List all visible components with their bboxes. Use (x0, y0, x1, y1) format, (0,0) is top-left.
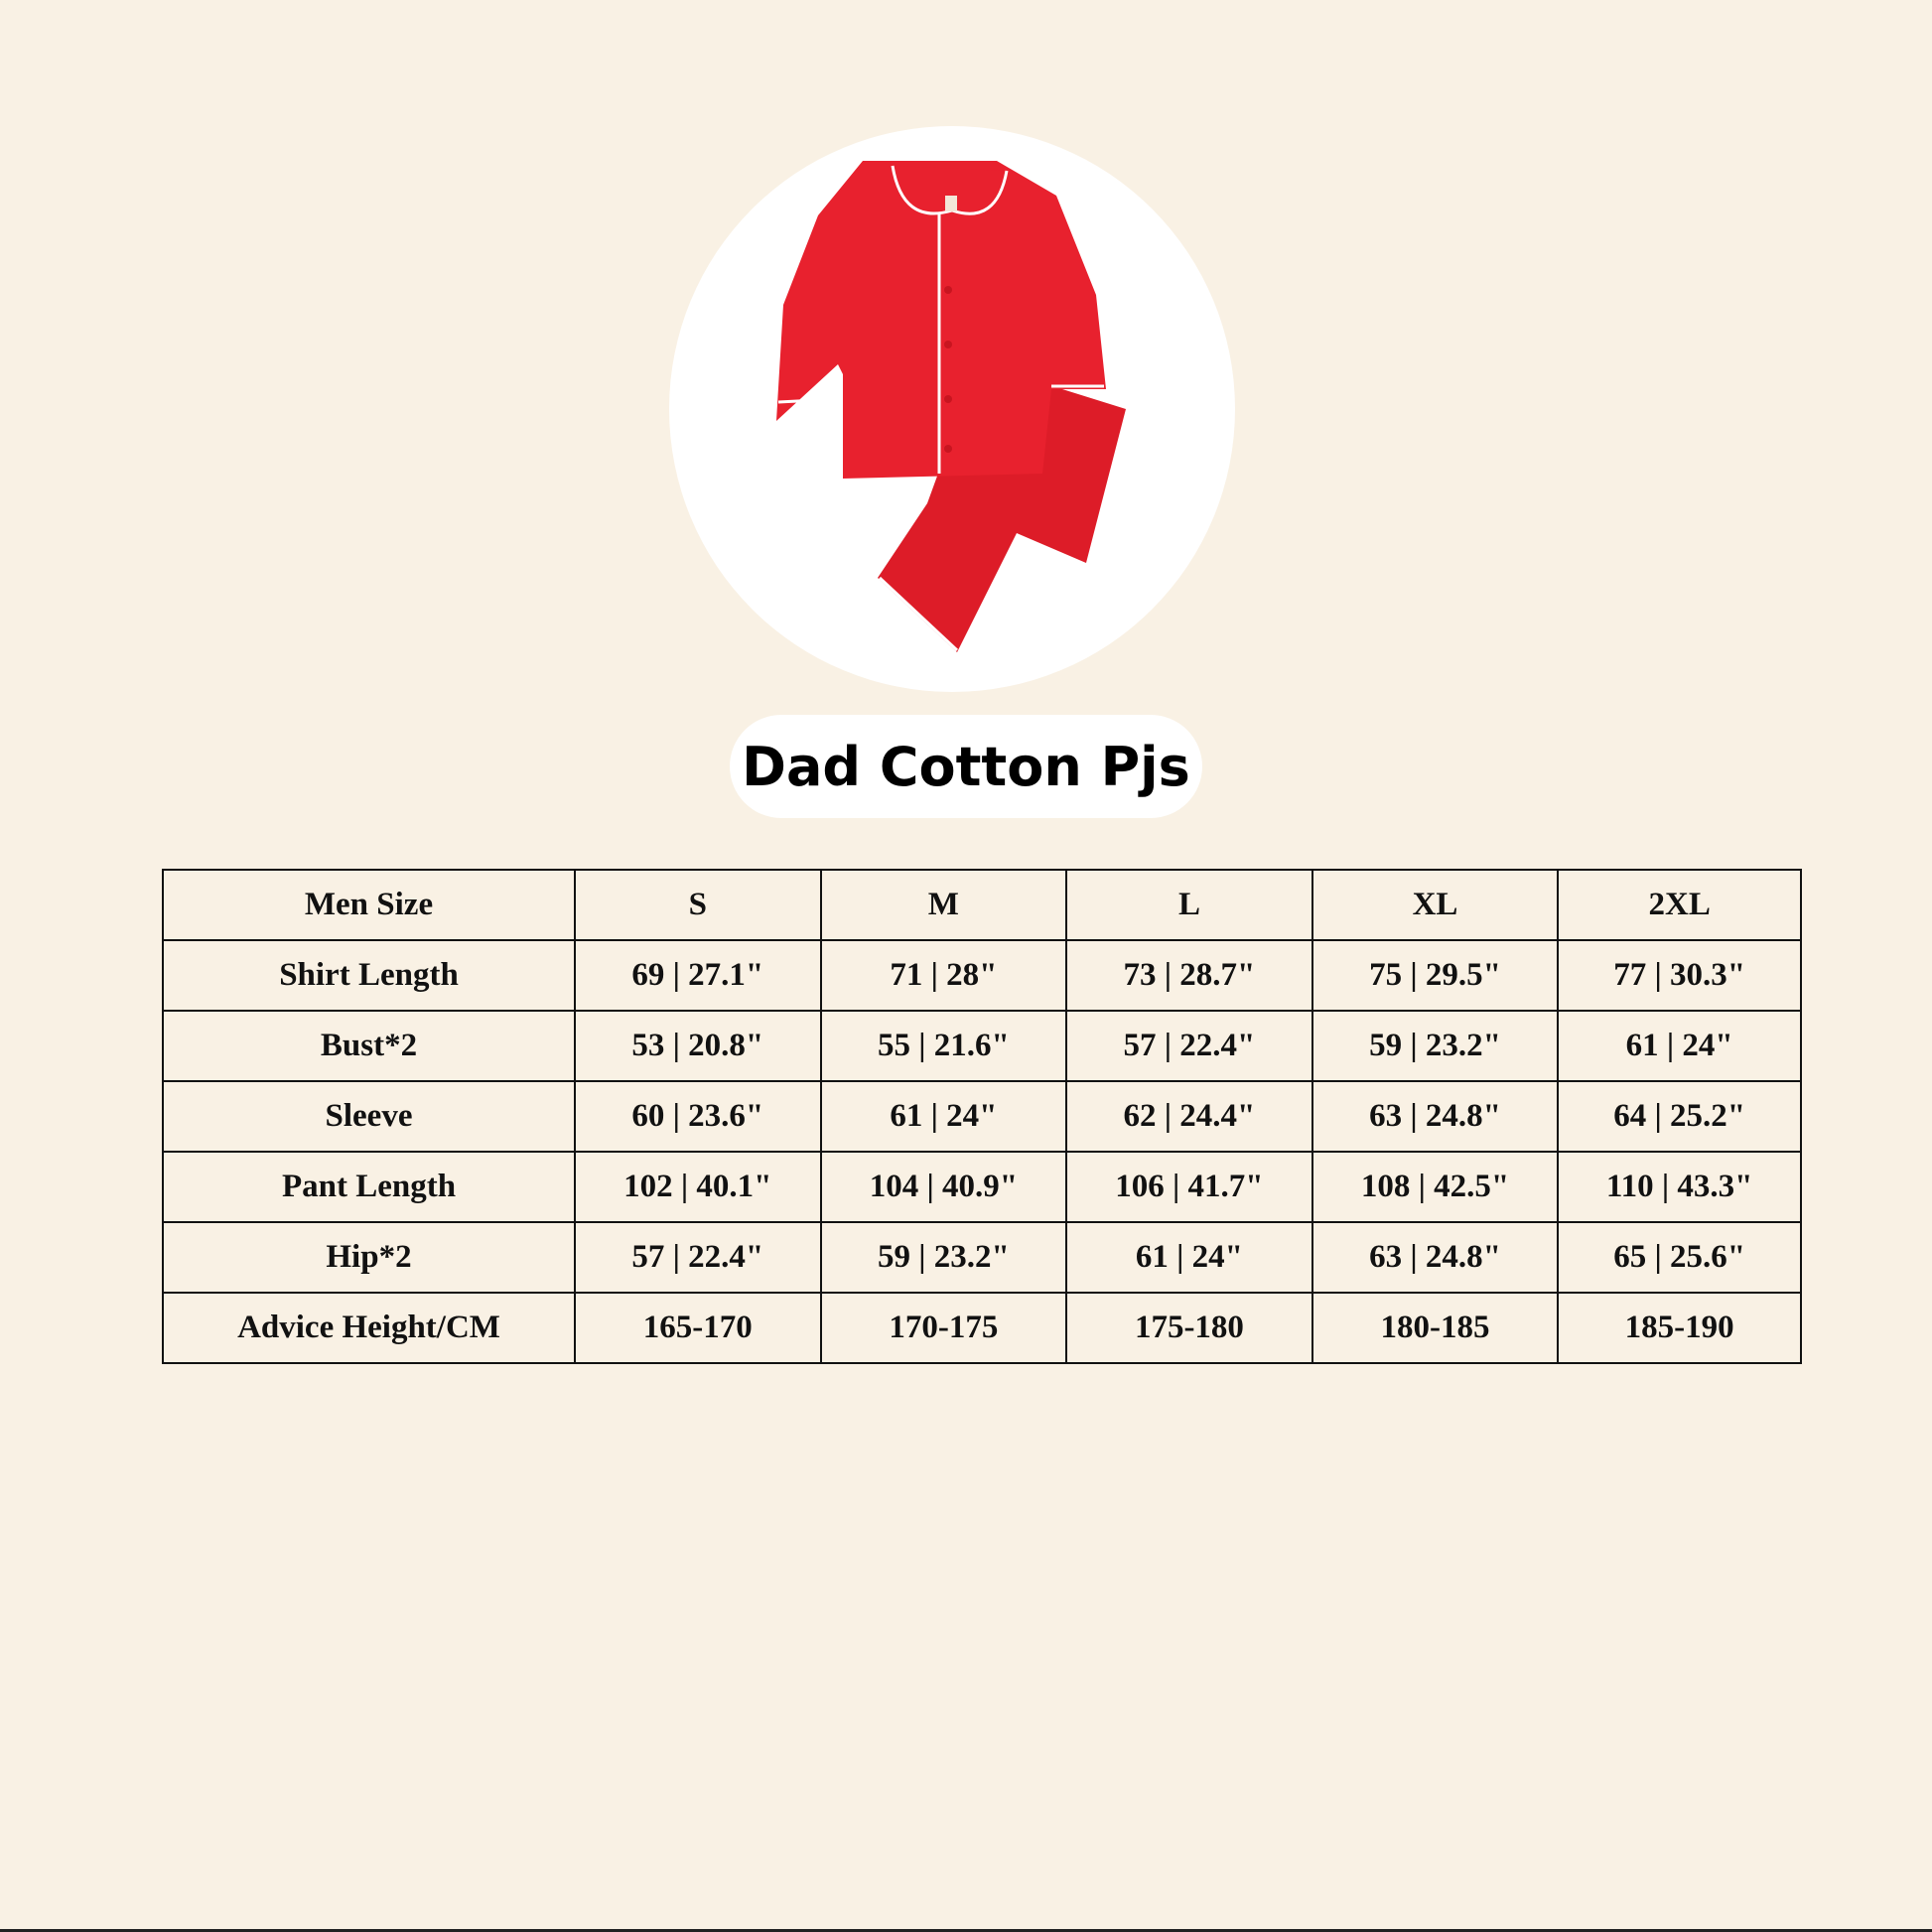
header-cell: S (574, 869, 822, 941)
cell: 61 | 24" (819, 1080, 1068, 1153)
row-label: Sleeve (162, 1080, 576, 1153)
row-label: Hip*2 (162, 1221, 576, 1294)
header-cell: M (819, 869, 1068, 941)
cell: 165-170 (574, 1292, 822, 1364)
cell: 65 | 25.6" (1557, 1221, 1802, 1294)
cell: 53 | 20.8" (574, 1010, 822, 1082)
cell: 61 | 24" (1557, 1010, 1802, 1082)
row-label: Shirt Length (162, 939, 576, 1012)
table-header-row: Men Size S M L XL 2XL (162, 869, 1802, 941)
table-row: Bust*2 53 | 20.8" 55 | 21.6" 57 | 22.4" … (162, 1010, 1802, 1082)
row-label: Advice Height/CM (162, 1292, 576, 1364)
table-row: Advice Height/CM 165-170 170-175 175-180… (162, 1292, 1802, 1364)
cell: 59 | 23.2" (819, 1221, 1068, 1294)
cell: 55 | 21.6" (819, 1010, 1068, 1082)
bottom-border (0, 1929, 1932, 1932)
cell: 57 | 22.4" (574, 1221, 822, 1294)
cell: 62 | 24.4" (1065, 1080, 1313, 1153)
cell: 71 | 28" (819, 939, 1068, 1012)
cell: 69 | 27.1" (574, 939, 822, 1012)
pajama-image (776, 161, 1126, 652)
cell: 57 | 22.4" (1065, 1010, 1313, 1082)
cell: 60 | 23.6" (574, 1080, 822, 1153)
cell: 170-175 (819, 1292, 1068, 1364)
product-image-circle (669, 126, 1235, 692)
table-row: Shirt Length 69 | 27.1" 71 | 28" 73 | 28… (162, 939, 1802, 1012)
cell: 61 | 24" (1065, 1221, 1313, 1294)
header-cell: XL (1311, 869, 1560, 941)
header-cell: Men Size (162, 869, 576, 941)
table-row: Pant Length 102 | 40.1" 104 | 40.9" 106 … (162, 1151, 1802, 1223)
cell: 102 | 40.1" (574, 1151, 822, 1223)
cell: 64 | 25.2" (1557, 1080, 1802, 1153)
cell: 63 | 24.8" (1311, 1221, 1560, 1294)
pants (878, 384, 1126, 652)
cell: 185-190 (1557, 1292, 1802, 1364)
cell: 108 | 42.5" (1311, 1151, 1560, 1223)
cell: 77 | 30.3" (1557, 939, 1802, 1012)
cell: 106 | 41.7" (1065, 1151, 1313, 1223)
shirt (776, 161, 1106, 479)
cell: 180-185 (1311, 1292, 1560, 1364)
cell: 175-180 (1065, 1292, 1313, 1364)
table-row: Hip*2 57 | 22.4" 59 | 23.2" 61 | 24" 63 … (162, 1221, 1802, 1294)
cell: 73 | 28.7" (1065, 939, 1313, 1012)
cell: 75 | 29.5" (1311, 939, 1560, 1012)
header-cell: 2XL (1557, 869, 1802, 941)
row-label: Pant Length (162, 1151, 576, 1223)
table-row: Sleeve 60 | 23.6" 61 | 24" 62 | 24.4" 63… (162, 1080, 1802, 1153)
header-cell: L (1065, 869, 1313, 941)
product-title: Dad Cotton Pjs (730, 715, 1202, 818)
cell: 63 | 24.8" (1311, 1080, 1560, 1153)
row-label: Bust*2 (162, 1010, 576, 1082)
cell: 104 | 40.9" (819, 1151, 1068, 1223)
size-chart-table: Men Size S M L XL 2XL Shirt Length 69 | … (162, 869, 1802, 1364)
cell: 59 | 23.2" (1311, 1010, 1560, 1082)
cell: 110 | 43.3" (1557, 1151, 1802, 1223)
